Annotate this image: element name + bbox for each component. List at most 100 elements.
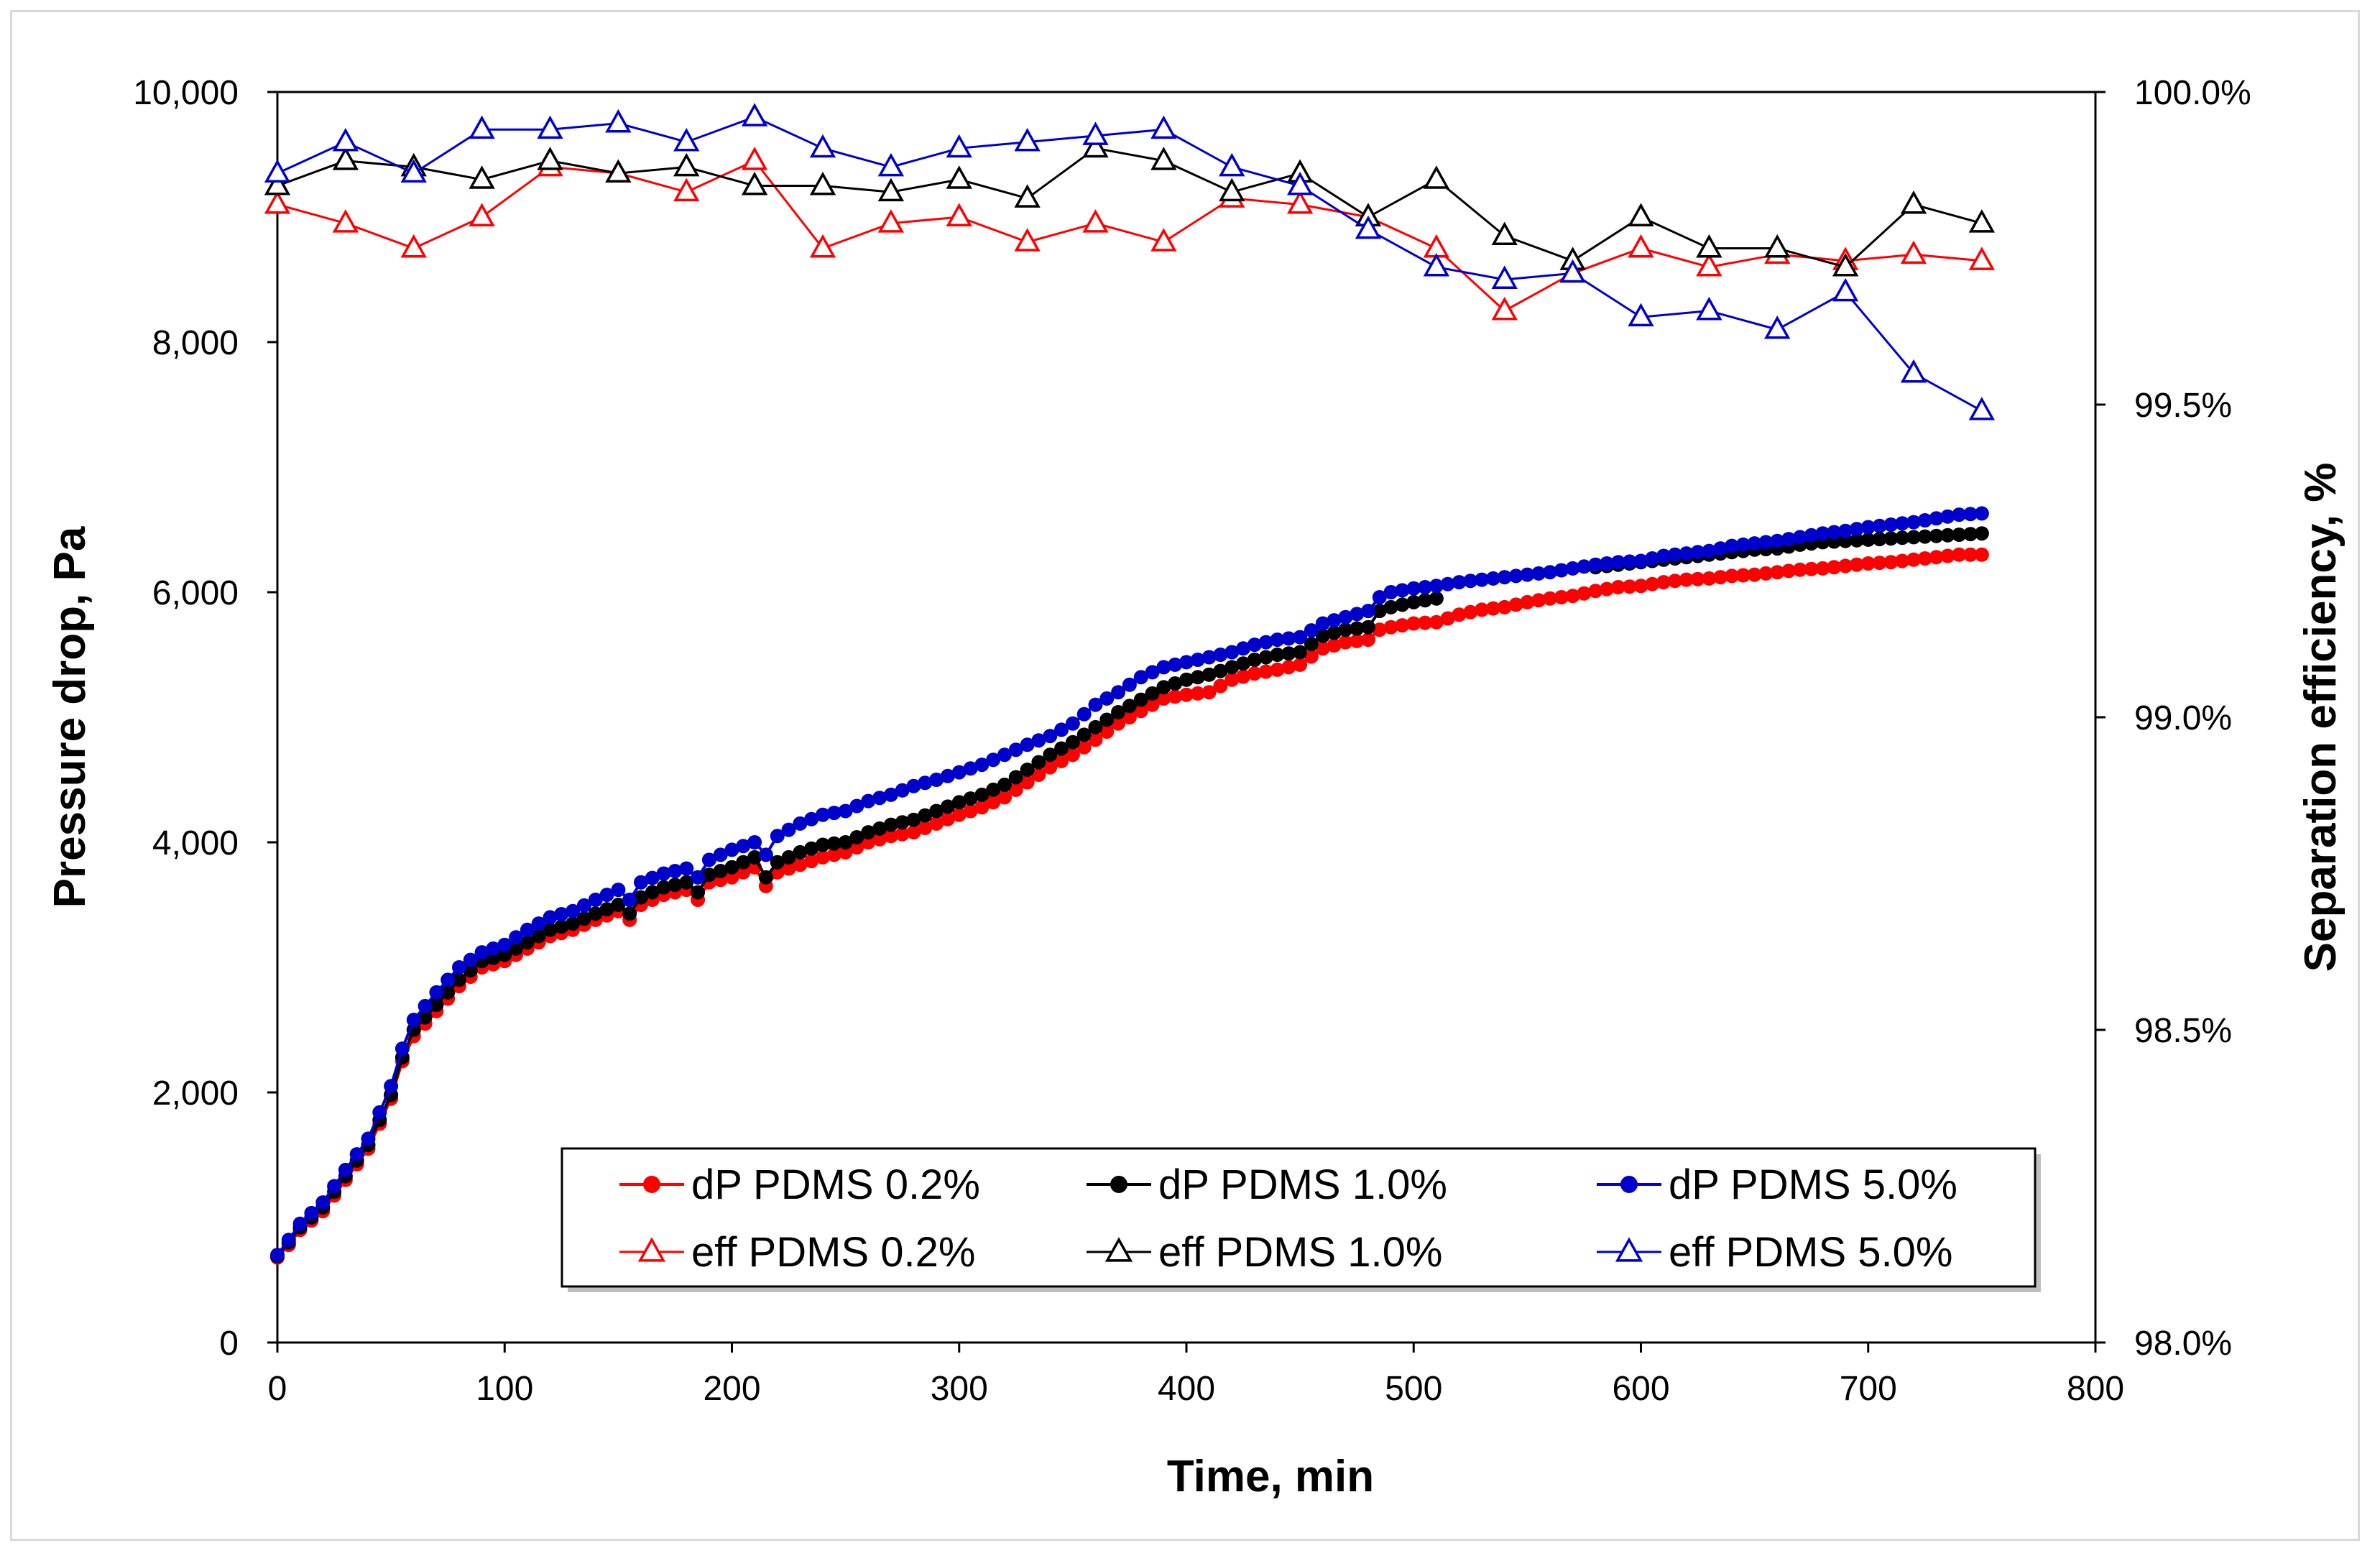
dp-point [554, 919, 569, 934]
dp-point [1133, 704, 1148, 719]
dp-point [1440, 576, 1455, 591]
eff-point [1968, 397, 1996, 420]
dp-point [929, 803, 944, 819]
eff-point [809, 234, 836, 258]
eff-point [809, 171, 836, 195]
dp-point [1747, 536, 1762, 551]
legend-label: dP PDMS 5.0% [1669, 1161, 1957, 1208]
eff-point [605, 159, 632, 183]
dp-point [974, 758, 990, 773]
dp-point [1952, 528, 1967, 542]
y-left-axis-title: Pressure drop, Pa [45, 526, 95, 908]
dp-point [622, 906, 637, 921]
dp-point [1418, 580, 1433, 594]
dp-point [826, 836, 841, 851]
eff-point [1968, 247, 1996, 270]
dp-point [1258, 650, 1273, 665]
dp-point [520, 935, 535, 950]
dp-point [1201, 667, 1217, 682]
dp-point [1520, 594, 1535, 609]
eff-point [469, 115, 495, 139]
dp-point [1508, 597, 1523, 612]
x-tick-label: 200 [703, 1370, 760, 1408]
eff-point [605, 109, 632, 133]
dp-point [1327, 613, 1342, 628]
eff-point [1355, 215, 1382, 239]
dp-point [576, 898, 591, 913]
dp-point [1418, 593, 1433, 608]
y-right-tick-label: 100.0% [2134, 74, 2251, 112]
dp-point [441, 972, 456, 987]
dp-point [327, 1179, 342, 1194]
dp-point [1395, 597, 1410, 612]
dp-point [906, 812, 921, 827]
eff-point [1628, 234, 1654, 258]
eff-point [332, 209, 359, 233]
eff-point [673, 178, 700, 202]
dp-point [724, 860, 739, 875]
dp-point [861, 835, 876, 849]
eff-point [264, 159, 291, 183]
eff-point [1764, 316, 1791, 339]
eff-point [741, 171, 768, 195]
dp-point [554, 907, 569, 921]
dp-point [1236, 669, 1251, 684]
dp-point [543, 910, 558, 925]
eff-point [877, 152, 905, 177]
dp-point [1224, 660, 1240, 675]
dp-point [895, 815, 910, 830]
legend-marker [637, 1237, 666, 1262]
eff-series-2 [264, 103, 1996, 420]
dp-point [951, 795, 967, 810]
dp-point [520, 922, 535, 937]
dp-point [1350, 607, 1365, 622]
dp-point [1895, 516, 1910, 531]
dp-point [1929, 528, 1944, 543]
dp-point [1304, 649, 1319, 664]
dp-point [861, 825, 876, 840]
legend-box [561, 1147, 2037, 1288]
dp-point [1145, 665, 1160, 680]
dp-point [1168, 676, 1183, 691]
dp-point [1610, 580, 1625, 594]
eff-point [1491, 221, 1518, 246]
y-right-tick-label: 99.5% [2134, 387, 2232, 425]
dp-point [1838, 523, 1853, 538]
dp-point [1122, 699, 1137, 714]
dp-point [736, 839, 751, 854]
dp-point [883, 817, 898, 832]
dp-point [724, 842, 739, 857]
dp-point [747, 849, 762, 865]
dp-series-1 [270, 591, 1444, 1263]
dp-point [1475, 572, 1490, 587]
dp-point [895, 783, 910, 798]
eff-point [1150, 115, 1177, 139]
dp-point [668, 864, 683, 878]
dp-point [1156, 691, 1171, 706]
dp-point [429, 985, 444, 1000]
dp-point [826, 806, 841, 821]
y-right-axis: 98.0% 98.5% 99.0% 99.5% 100.0% [2095, 74, 2251, 1363]
dp-point [1600, 556, 1615, 571]
x-tick-label: 500 [1385, 1370, 1442, 1408]
dp-point [1065, 716, 1080, 731]
y-right-tick-label: 98.5% [2134, 1012, 2232, 1050]
dp-point [1315, 641, 1330, 656]
dp-point [1577, 586, 1592, 601]
legend-marker [1620, 1176, 1638, 1193]
dp-point [599, 902, 614, 917]
x-axis: 0 100 200 300 400 500 600 700 800 [268, 1343, 2124, 1408]
dp-point [918, 808, 933, 823]
eff-point [1219, 178, 1245, 202]
dp-point [1383, 620, 1398, 635]
dp-point [963, 761, 978, 776]
dp-point [452, 972, 466, 987]
dp-point [1361, 604, 1375, 619]
dp-point [1929, 550, 1944, 565]
x-tick-label: 400 [1158, 1370, 1215, 1408]
legend-label: dP PDMS 0.2% [691, 1161, 980, 1208]
dp-point [918, 775, 933, 791]
dp-point [1565, 561, 1580, 576]
eff-point [1628, 203, 1654, 226]
dp-point [281, 1233, 296, 1248]
